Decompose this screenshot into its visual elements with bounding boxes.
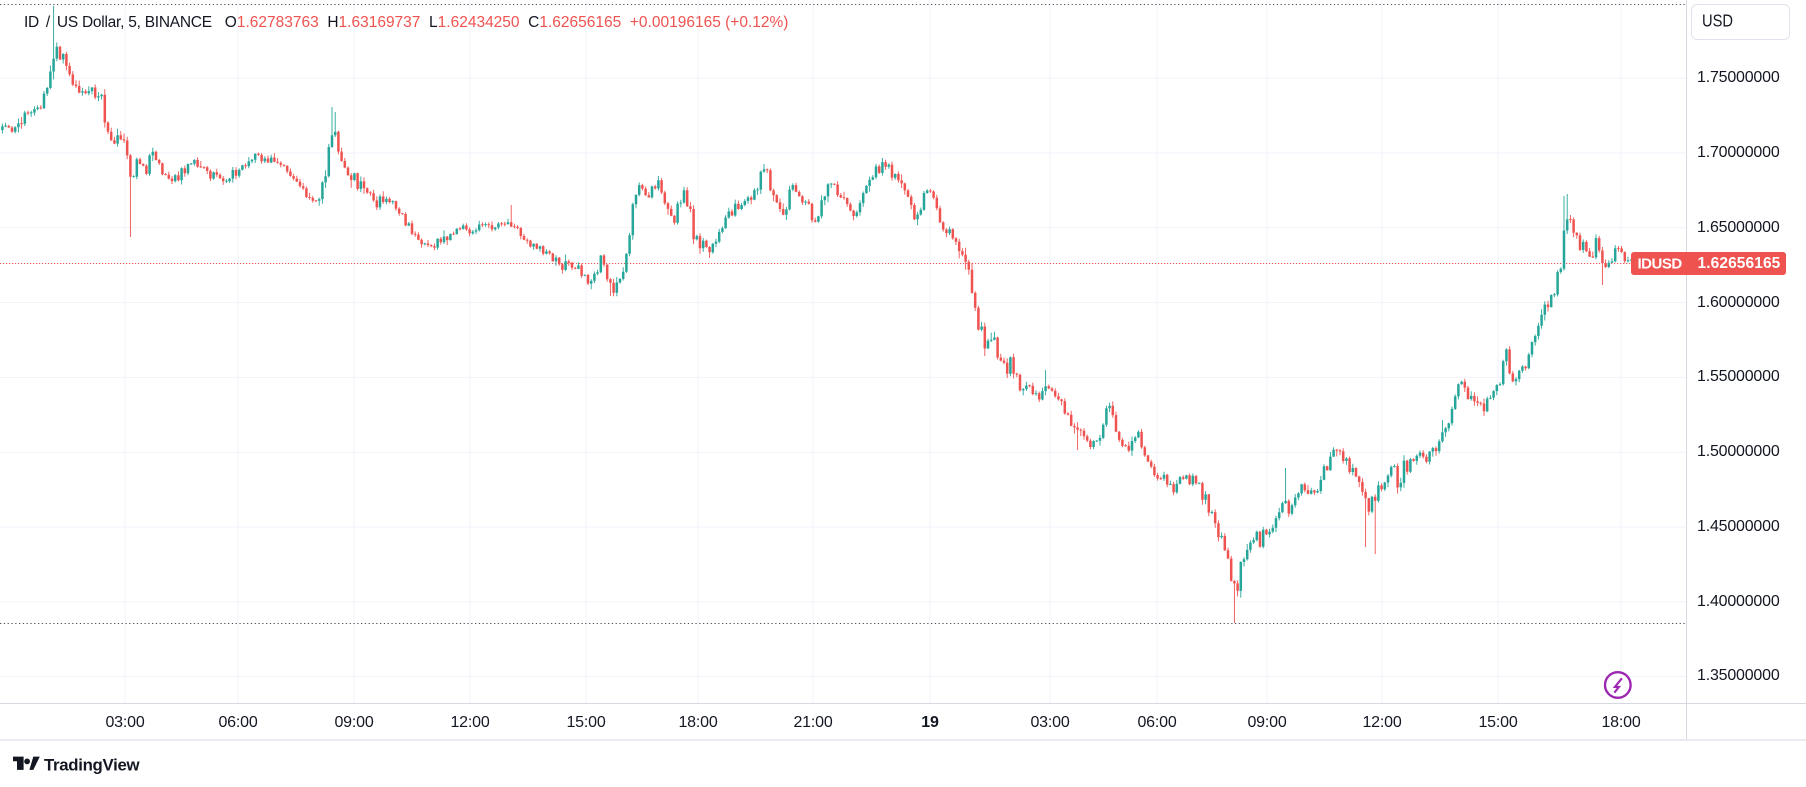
svg-text:TradingView: TradingView: [44, 756, 140, 775]
